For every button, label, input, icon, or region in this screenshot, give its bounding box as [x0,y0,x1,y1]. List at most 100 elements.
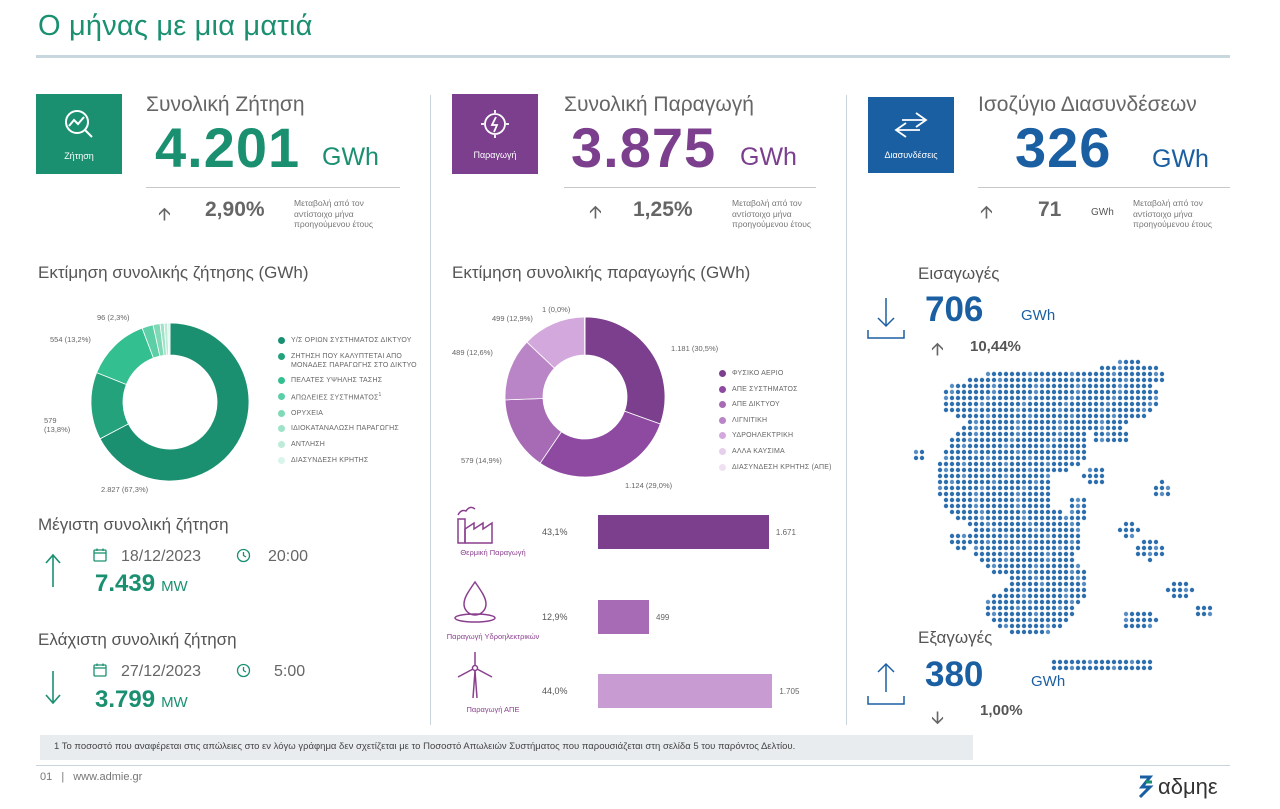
map-dot [997,509,1003,515]
map-dot [1033,545,1039,551]
map-dot [1003,419,1009,425]
map-dot [949,455,955,461]
map-dot [1009,371,1015,377]
map-dot [979,377,985,383]
map-dot [1057,575,1063,581]
map-dot [991,419,997,425]
legend-label: ΑΝΤΛΗΣΗ [291,440,325,448]
map-dot [961,485,967,491]
title-divider [36,55,1230,58]
map-dot [1045,617,1051,623]
map-dot [955,395,961,401]
map-dot [1021,389,1027,395]
map-dot [1069,575,1075,581]
map-dot [1129,383,1135,389]
map-dot [1075,389,1081,395]
map-dot [1051,407,1057,413]
map-dot [1069,539,1075,545]
map-dot [1009,425,1015,431]
map-dot [985,455,991,461]
map-dot [1087,395,1093,401]
map-dot [1087,407,1093,413]
map-dot [1027,395,1033,401]
map-dot [1063,407,1069,413]
map-dot [943,401,949,407]
map-dot [1003,599,1009,605]
map-dot [1075,563,1081,569]
map-dot [1105,437,1111,443]
website-link[interactable]: www.admie.gr [73,771,143,783]
map-dot [955,461,961,467]
map-dot [979,431,985,437]
legend-label: ΑΛΛΑ ΚΑΥΣΙΜΑ [732,447,785,455]
map-dot [1033,407,1039,413]
map-dot [1003,461,1009,467]
map-dot [1033,389,1039,395]
map-dot [1063,383,1069,389]
map-dot [1123,521,1129,527]
map-dot [1045,389,1051,395]
map-dot [1069,521,1075,527]
map-dot [1009,527,1015,533]
map-dot [967,479,973,485]
interconnection-change-unit: GWh [1091,207,1114,218]
map-dot [1087,467,1093,473]
map-dot [1003,479,1009,485]
map-dot [1123,359,1129,365]
map-dot [1051,443,1057,449]
map-dot [985,557,991,563]
map-dot [1009,569,1015,575]
map-dot [1069,431,1075,437]
logo-mark-icon [1138,775,1154,799]
map-dot [1117,527,1123,533]
map-dot [1057,659,1063,665]
map-dot [1003,521,1009,527]
map-dot [1021,509,1027,515]
map-dot [1135,395,1141,401]
legend-label: ΖΗΤΗΣΗ ΠΟΥ ΚΑΛΥΠΤΕΤΑΙ ΑΠΟ ΜΟΝΑΔΕΣ ΠΑΡΑΓΩ… [291,352,417,369]
map-dot [1087,665,1093,671]
production-value: 3.875 [571,116,717,179]
bar-percentage: 12,9% [542,612,568,622]
donut-slice [584,316,666,425]
map-dot [1033,455,1039,461]
map-dot [1003,515,1009,521]
map-dot [949,509,955,515]
map-dot [1153,617,1159,623]
map-dot [1039,581,1045,587]
map-dot [1027,539,1033,545]
legend-label: ΦΥΣΙΚΟ ΑΕΡΙΟ [732,370,784,377]
map-dot [1009,515,1015,521]
map-dot [1039,605,1045,611]
map-dot [961,533,967,539]
pie-label: 489 (12,6%) [452,348,493,357]
map-dot [1105,665,1111,671]
map-dot [1195,611,1201,617]
donut-slice [167,322,171,356]
map-dot [1147,401,1153,407]
legend-item: ΖΗΤΗΣΗ ΠΟΥ ΚΑΛΥΠΤΕΤΑΙ ΑΠΟ ΜΟΝΑΔΕΣ ΠΑΡΑΓΩ… [278,352,428,370]
map-dot [1117,413,1123,419]
map-dot [1123,533,1129,539]
map-dot [1051,509,1057,515]
legend-swatch [719,463,726,471]
map-dot [1033,599,1039,605]
map-dot [1021,395,1027,401]
map-dot [1129,371,1135,377]
map-dot [1033,383,1039,389]
map-dot [1087,371,1093,377]
map-dot [1015,419,1021,425]
map-dot [973,533,979,539]
map-dot [1051,461,1057,467]
map-dot [1021,377,1027,383]
map-dot [979,455,985,461]
map-dot [1105,413,1111,419]
map-dot [1033,575,1039,581]
map-dot [1063,437,1069,443]
map-dot [1027,461,1033,467]
map-dot [1111,437,1117,443]
map-dot [1093,425,1099,431]
map-dot [1039,389,1045,395]
map-dot [937,479,943,485]
map-dot [997,401,1003,407]
